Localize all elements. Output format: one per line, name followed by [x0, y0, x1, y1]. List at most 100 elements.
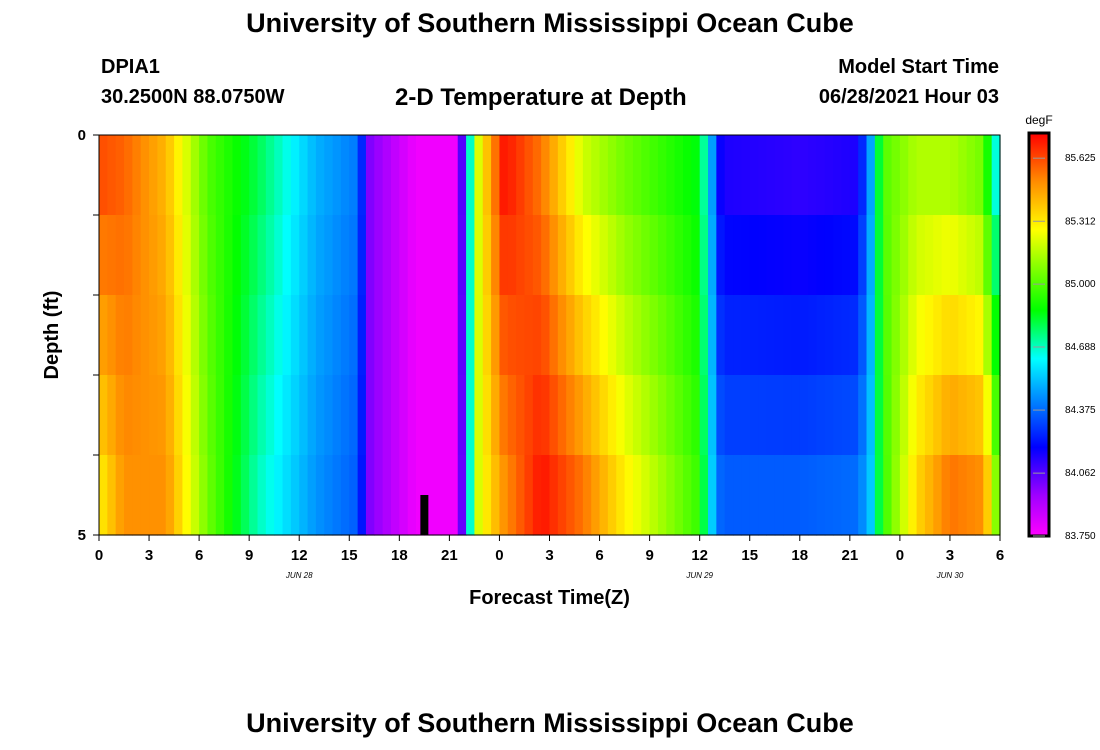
- heatmap-cell: [349, 135, 359, 216]
- heatmap-cell: [507, 215, 517, 296]
- heatmap-cell: [591, 375, 601, 456]
- heatmap-cell: [941, 375, 951, 456]
- heatmap-cell: [958, 135, 968, 216]
- heatmap-cell: [791, 135, 801, 216]
- heatmap-cell: [466, 135, 476, 216]
- heatmap-cell: [841, 375, 851, 456]
- heatmap-cell: [449, 295, 459, 376]
- heatmap-cell: [991, 215, 1001, 296]
- heatmap-cell: [524, 455, 534, 536]
- heatmap-cell: [257, 295, 267, 376]
- heatmap-cell: [641, 135, 651, 216]
- heatmap-cell: [966, 215, 976, 296]
- heatmap-cell: [182, 375, 192, 456]
- heatmap-cell: [682, 375, 692, 456]
- heatmap-cell: [582, 295, 592, 376]
- heatmap-cell: [916, 295, 926, 376]
- y-tick-label: 5: [78, 527, 86, 544]
- heatmap-cell: [799, 215, 809, 296]
- heatmap-cell: [466, 375, 476, 456]
- heatmap-cell: [407, 135, 417, 216]
- heatmap-cell: [249, 295, 259, 376]
- heatmap-cell: [866, 295, 876, 376]
- heatmap-cell: [849, 455, 859, 536]
- heatmap-cell: [983, 375, 993, 456]
- heatmap-cell: [474, 215, 484, 296]
- heatmap-cell: [708, 455, 717, 536]
- x-tick-label: 21: [841, 547, 858, 564]
- heatmap-cell: [399, 455, 409, 536]
- heatmap-cell: [657, 455, 667, 536]
- heatmap-cell: [924, 295, 934, 376]
- heatmap-cell: [157, 455, 167, 536]
- heatmap-cell: [549, 455, 559, 536]
- heatmap-cell: [424, 215, 434, 296]
- heatmap-cell: [457, 295, 467, 376]
- heatmap-cell: [215, 295, 225, 376]
- heatmap-cell: [883, 295, 893, 376]
- heatmap-cell: [265, 135, 275, 216]
- heatmap-cell: [574, 215, 584, 296]
- heatmap-cell: [374, 135, 384, 216]
- heatmap-cell: [916, 215, 926, 296]
- heatmap-cell: [107, 295, 117, 376]
- station-id: DPIA1: [101, 56, 160, 78]
- heatmap-cell: [432, 215, 442, 296]
- heatmap-cell: [416, 375, 425, 456]
- heatmap-cell: [874, 375, 884, 456]
- heatmap-cell: [357, 135, 367, 216]
- heatmap-cell: [265, 215, 275, 296]
- heatmap-cell: [357, 375, 367, 456]
- heatmap-cell: [908, 455, 918, 536]
- heatmap-cell: [641, 455, 651, 536]
- heatmap-cell: [866, 215, 876, 296]
- heatmap-cell: [824, 295, 834, 376]
- heatmap-cell: [783, 375, 793, 456]
- heatmap-cell: [949, 375, 959, 456]
- heatmap-cell: [249, 215, 259, 296]
- x-date-label: JUN 29: [685, 571, 713, 580]
- heatmap-cell: [649, 295, 659, 376]
- heatmap-cell: [274, 135, 284, 216]
- colorbar-tick-label: 84.062: [1065, 468, 1096, 479]
- heatmap-cell: [424, 375, 434, 456]
- heatmap-cell: [591, 295, 601, 376]
- heatmap-cell: [416, 215, 425, 296]
- heatmap-cell: [207, 375, 217, 456]
- heatmap-cell: [399, 295, 409, 376]
- heatmap-cell: [632, 375, 642, 456]
- heatmap-cell: [766, 215, 776, 296]
- heatmap-cell: [749, 215, 759, 296]
- heatmap-cell: [232, 455, 242, 536]
- heatmap-cell: [374, 215, 384, 296]
- heatmap-cell: [257, 215, 267, 296]
- heatmap-cell: [933, 455, 943, 536]
- heatmap-cell: [257, 135, 267, 216]
- heatmap-cell: [557, 455, 567, 536]
- heatmap-cell: [516, 215, 526, 296]
- heatmap-cell: [916, 455, 926, 536]
- heatmap-cell: [766, 295, 776, 376]
- heatmap-cell: [340, 375, 350, 456]
- heatmap-cell: [215, 455, 225, 536]
- heatmap-cell: [340, 215, 350, 296]
- heatmap-cell: [282, 295, 292, 376]
- heatmap-cell: [766, 455, 776, 536]
- heatmap-cell: [149, 295, 158, 376]
- heatmap-cell: [365, 215, 375, 296]
- heatmap-cell: [124, 215, 133, 296]
- heatmap-cell: [708, 215, 717, 296]
- heatmap-cell: [474, 375, 484, 456]
- heatmap-cell: [899, 295, 909, 376]
- heatmap-cell: [432, 455, 442, 536]
- heatmap-cell: [991, 455, 1001, 536]
- x-tick-label: 6: [996, 547, 1004, 564]
- heatmap-cell: [115, 215, 125, 296]
- heatmap-cell: [499, 135, 509, 216]
- x-date-label: JUN 30: [936, 571, 964, 580]
- heatmap-cell: [424, 295, 434, 376]
- heatmap-cell: [324, 375, 334, 456]
- heatmap-cell: [157, 215, 167, 296]
- y-tick-label: 0: [78, 127, 86, 144]
- heatmap-cell: [574, 455, 584, 536]
